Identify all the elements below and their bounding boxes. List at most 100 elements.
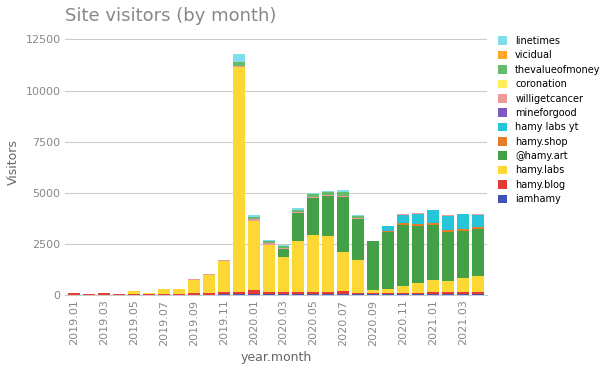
Bar bbox=[173, 294, 185, 295]
X-axis label: year.month: year.month bbox=[240, 351, 312, 364]
Bar bbox=[248, 215, 260, 217]
Bar bbox=[98, 293, 110, 295]
Bar bbox=[412, 213, 424, 214]
Bar bbox=[158, 294, 170, 295]
Bar bbox=[337, 196, 349, 197]
Bar bbox=[382, 226, 394, 230]
Bar bbox=[472, 294, 484, 295]
Bar bbox=[472, 214, 484, 215]
Bar bbox=[233, 62, 245, 66]
Bar bbox=[472, 276, 484, 292]
Bar bbox=[472, 292, 484, 294]
Bar bbox=[397, 293, 409, 294]
Bar bbox=[352, 216, 364, 218]
Bar bbox=[457, 294, 468, 295]
Bar bbox=[457, 278, 468, 292]
Legend: linetimes, vicidual, thevalueofmoney, coronation, willigetcancer, mineforgood, h: linetimes, vicidual, thevalueofmoney, co… bbox=[496, 34, 603, 206]
Bar bbox=[188, 280, 200, 293]
Bar bbox=[218, 260, 230, 261]
Bar bbox=[143, 294, 155, 295]
Bar bbox=[307, 193, 320, 194]
Bar bbox=[248, 220, 260, 290]
Bar bbox=[68, 293, 81, 295]
Bar bbox=[322, 292, 334, 294]
Bar bbox=[128, 290, 140, 293]
Bar bbox=[337, 197, 349, 252]
Bar bbox=[472, 215, 484, 227]
Bar bbox=[248, 217, 260, 219]
Bar bbox=[278, 246, 290, 248]
Bar bbox=[352, 215, 364, 216]
Bar bbox=[203, 275, 215, 293]
Bar bbox=[412, 226, 424, 283]
Bar bbox=[367, 240, 379, 241]
Bar bbox=[367, 241, 379, 290]
Bar bbox=[442, 292, 454, 294]
Bar bbox=[233, 294, 245, 295]
Bar bbox=[262, 240, 274, 241]
Bar bbox=[278, 294, 290, 295]
Bar bbox=[278, 249, 290, 257]
Bar bbox=[367, 290, 379, 293]
Bar bbox=[262, 292, 274, 294]
Bar bbox=[158, 289, 170, 294]
Bar bbox=[337, 290, 349, 293]
Bar bbox=[292, 210, 304, 211]
Bar bbox=[457, 229, 468, 231]
Bar bbox=[203, 274, 215, 275]
Bar bbox=[218, 292, 230, 294]
Bar bbox=[442, 294, 454, 295]
Bar bbox=[322, 236, 334, 292]
Bar bbox=[427, 292, 439, 294]
Bar bbox=[337, 293, 349, 295]
Bar bbox=[352, 293, 364, 294]
Bar bbox=[307, 198, 320, 235]
Bar bbox=[457, 231, 468, 278]
Bar bbox=[412, 293, 424, 294]
Bar bbox=[382, 232, 394, 289]
Bar bbox=[442, 232, 454, 281]
Bar bbox=[397, 214, 409, 215]
Bar bbox=[397, 225, 409, 286]
Bar bbox=[322, 294, 334, 295]
Bar bbox=[262, 241, 274, 243]
Y-axis label: Visitors: Visitors bbox=[7, 139, 20, 185]
Bar bbox=[233, 68, 245, 292]
Bar bbox=[412, 283, 424, 293]
Bar bbox=[352, 294, 364, 295]
Bar bbox=[352, 218, 364, 219]
Bar bbox=[292, 241, 304, 292]
Bar bbox=[427, 280, 439, 292]
Bar bbox=[397, 294, 409, 295]
Bar bbox=[442, 215, 454, 216]
Bar bbox=[278, 244, 290, 246]
Bar bbox=[382, 289, 394, 293]
Bar bbox=[292, 209, 304, 210]
Bar bbox=[233, 66, 245, 68]
Bar bbox=[307, 294, 320, 295]
Bar bbox=[292, 292, 304, 294]
Bar bbox=[278, 248, 290, 249]
Bar bbox=[397, 215, 409, 223]
Bar bbox=[278, 292, 290, 294]
Bar bbox=[307, 194, 320, 197]
Bar bbox=[278, 257, 290, 292]
Bar bbox=[382, 230, 394, 232]
Bar bbox=[218, 261, 230, 292]
Bar bbox=[292, 211, 304, 213]
Bar bbox=[143, 293, 155, 294]
Text: Site visitors (by month): Site visitors (by month) bbox=[65, 7, 277, 25]
Bar bbox=[442, 281, 454, 292]
Bar bbox=[367, 293, 379, 295]
Bar bbox=[203, 293, 215, 295]
Bar bbox=[292, 294, 304, 295]
Bar bbox=[84, 294, 95, 295]
Bar bbox=[337, 252, 349, 290]
Bar bbox=[382, 293, 394, 295]
Bar bbox=[352, 219, 364, 260]
Bar bbox=[248, 290, 260, 293]
Bar bbox=[397, 223, 409, 225]
Bar bbox=[188, 279, 200, 280]
Bar bbox=[427, 210, 439, 223]
Bar bbox=[262, 294, 274, 295]
